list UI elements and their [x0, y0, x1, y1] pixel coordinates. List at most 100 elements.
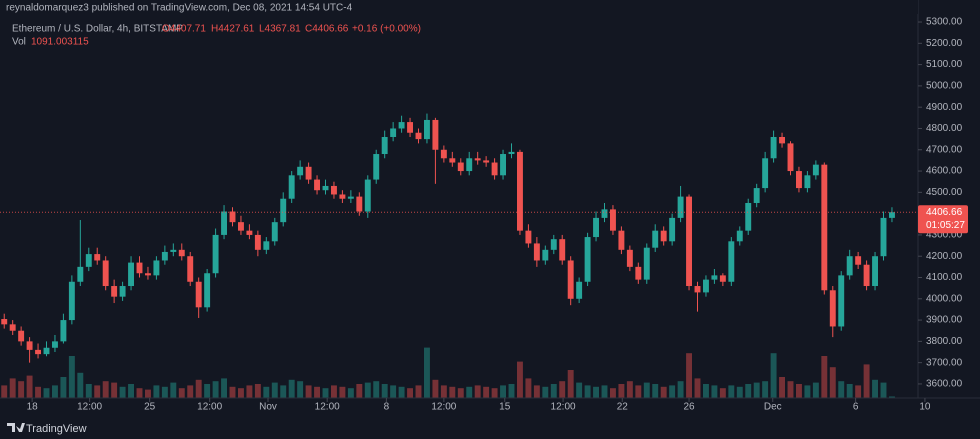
candle-body: [787, 143, 794, 172]
volume-bar: [719, 388, 726, 398]
volume-bar: [111, 382, 118, 398]
candle-body: [745, 202, 752, 231]
volume-bar: [322, 388, 329, 398]
volume-bar: [584, 385, 591, 398]
volume-bar: [686, 353, 693, 398]
ohlc-close: C4406.66: [305, 24, 349, 35]
candle-body: [1, 319, 8, 325]
candle-body: [719, 275, 726, 282]
x-tick-label: 22: [617, 402, 629, 413]
candle-body: [711, 275, 718, 280]
volume-bar: [762, 381, 769, 398]
y-tick-label: 5300.00: [926, 17, 963, 28]
volume-bar: [872, 379, 879, 398]
y-tick-label: 3900.00: [926, 315, 963, 326]
volume-bar: [288, 379, 295, 398]
y-tick-label: 4300.00: [926, 230, 963, 241]
candle-body: [51, 341, 58, 348]
candle-body: [111, 286, 118, 297]
volume-bar: [94, 385, 101, 398]
candle-body: [516, 151, 523, 231]
x-tick-label: Nov: [259, 402, 277, 413]
candle-body: [770, 136, 777, 159]
candle-body: [288, 175, 295, 199]
candle-body: [356, 196, 363, 212]
candle-body: [85, 254, 92, 267]
volume-bar: [660, 386, 667, 398]
volume-bar: [618, 384, 625, 398]
volume-bar: [187, 385, 194, 398]
volume-bar: [711, 385, 718, 398]
candle-body: [669, 217, 676, 242]
axes: 3600.00 3700.00 3800.00 3900.00 4000.00 4100.…: [27, 17, 968, 413]
volume-bar: [457, 388, 464, 398]
candle-body: [229, 211, 236, 223]
footer-logo: [7, 423, 25, 432]
candle-body: [550, 239, 557, 250]
candle-body: [102, 260, 109, 287]
candle-body: [863, 264, 870, 287]
volume-bar: [880, 382, 887, 398]
candle-body: [812, 164, 819, 176]
volume-bar: [204, 384, 211, 398]
volume-bar: [770, 353, 777, 398]
candle-body: [204, 273, 211, 308]
candle-body: [60, 320, 67, 342]
volume-bar: [779, 377, 786, 398]
candle-body: [440, 149, 447, 159]
candle-body: [212, 234, 219, 274]
y-tick-label: 4500.00: [926, 187, 963, 198]
candle-body: [576, 281, 583, 299]
candle-body: [322, 185, 329, 191]
y-tick-label: 4900.00: [926, 102, 963, 113]
volume-bar: [51, 385, 58, 398]
candle-body: [694, 286, 701, 293]
candle-body: [652, 230, 659, 248]
x-tick-label: 26: [683, 402, 695, 413]
candle-body: [525, 230, 532, 244]
candle-body: [398, 122, 405, 129]
volume-bar: [407, 388, 414, 398]
volume-bar: [635, 385, 642, 398]
volume-bar: [491, 388, 498, 398]
candle-body: [635, 266, 642, 280]
volume-bar: [855, 385, 862, 398]
volume-bar: [77, 372, 84, 398]
ohlc-low: L4367.81: [259, 24, 301, 35]
candle-body: [466, 158, 473, 172]
volume-bar: [356, 384, 363, 398]
volume-bar: [1, 385, 8, 398]
x-tick-label: Dec: [764, 402, 782, 413]
volume-bar: [305, 385, 312, 398]
volume-bar: [795, 384, 802, 398]
x-tick-label: 10: [919, 402, 931, 413]
volume-bar: [745, 384, 752, 398]
y-tick-label: 3600.00: [926, 379, 963, 390]
candle-body: [533, 243, 540, 261]
volume-label: Vol: [12, 37, 26, 48]
volume-bar: [280, 385, 287, 398]
volume-bar: [838, 381, 845, 398]
candle-body: [339, 194, 346, 199]
candle-body: [804, 175, 811, 189]
volume-bar: [829, 367, 836, 398]
volume-bar: [9, 378, 16, 398]
candle-body: [68, 281, 75, 321]
candle-body: [702, 279, 709, 293]
candle-body: [26, 341, 33, 350]
candle-body: [601, 209, 608, 218]
volume-bar: [364, 382, 371, 398]
candle-body: [407, 122, 414, 133]
volume-bar: [593, 386, 600, 398]
x-tick-label: 25: [144, 402, 156, 413]
volume-bar: [728, 385, 735, 398]
volume-bar: [330, 385, 337, 398]
volume-bar: [35, 386, 42, 398]
volume-bar: [559, 381, 566, 398]
volume-bar: [804, 385, 811, 398]
publisher: reynaldomarquez3 published on TradingVie…: [6, 3, 353, 14]
volume-bar: [449, 386, 456, 398]
x-tick-label: 18: [27, 402, 39, 413]
ohlc-open: O4407.71: [162, 24, 206, 35]
candle-body: [508, 151, 515, 155]
